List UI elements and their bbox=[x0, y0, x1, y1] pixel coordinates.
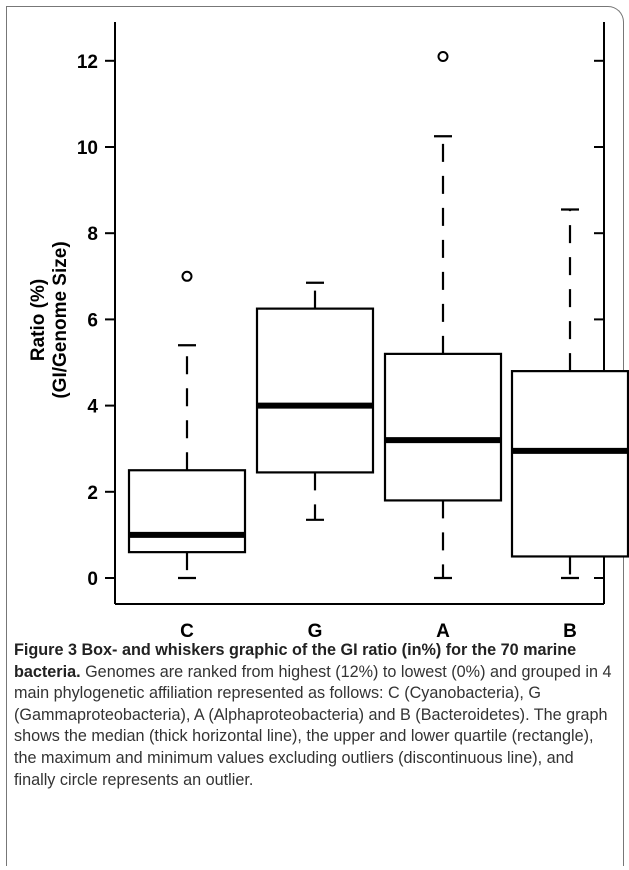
outlier-point bbox=[437, 50, 449, 62]
y-axis-label: Ratio (%) bbox=[28, 279, 49, 361]
box-plot-chart: Ratio (%) (GI/Genome Size) 0 2 4 6 8 10 12 C G A… bbox=[28, 22, 629, 640]
boxes bbox=[127, 50, 629, 580]
x-tick-label: G bbox=[308, 621, 323, 640]
y-tick-label: 0 bbox=[87, 569, 98, 590]
quartile-box bbox=[510, 370, 629, 558]
caption-label: Figure 3 bbox=[14, 641, 77, 659]
y-tick-label: 8 bbox=[87, 224, 98, 245]
caption-body: Genomes are ranked from highest (12%) to… bbox=[14, 662, 612, 789]
box-G bbox=[255, 281, 375, 521]
y-tick-label: 12 bbox=[77, 52, 98, 73]
y-tick-label: 10 bbox=[77, 138, 98, 159]
box-A bbox=[383, 50, 503, 580]
caption-bold-text: Box- and whiskers graphic of the GI rati… bbox=[14, 641, 577, 681]
y-tick-label: 6 bbox=[87, 310, 98, 331]
y-axis-label-line2: (GI/Genome Size) bbox=[50, 241, 71, 398]
figure-caption: Figure 3 Box- and whiskers graphic of th… bbox=[14, 640, 612, 791]
outlier-point bbox=[181, 270, 193, 282]
box-C bbox=[127, 270, 247, 580]
x-tick-label: B bbox=[563, 621, 577, 640]
y-ticks: 0 2 4 6 8 10 12 bbox=[77, 52, 604, 590]
x-tick-label: A bbox=[436, 621, 450, 640]
quartile-box bbox=[127, 469, 247, 554]
x-tick-label: C bbox=[180, 621, 194, 640]
y-tick-label: 2 bbox=[87, 483, 98, 504]
box-B bbox=[510, 208, 629, 580]
y-tick-label: 4 bbox=[87, 397, 98, 418]
quartile-box bbox=[255, 307, 375, 474]
quartile-box bbox=[383, 352, 503, 502]
